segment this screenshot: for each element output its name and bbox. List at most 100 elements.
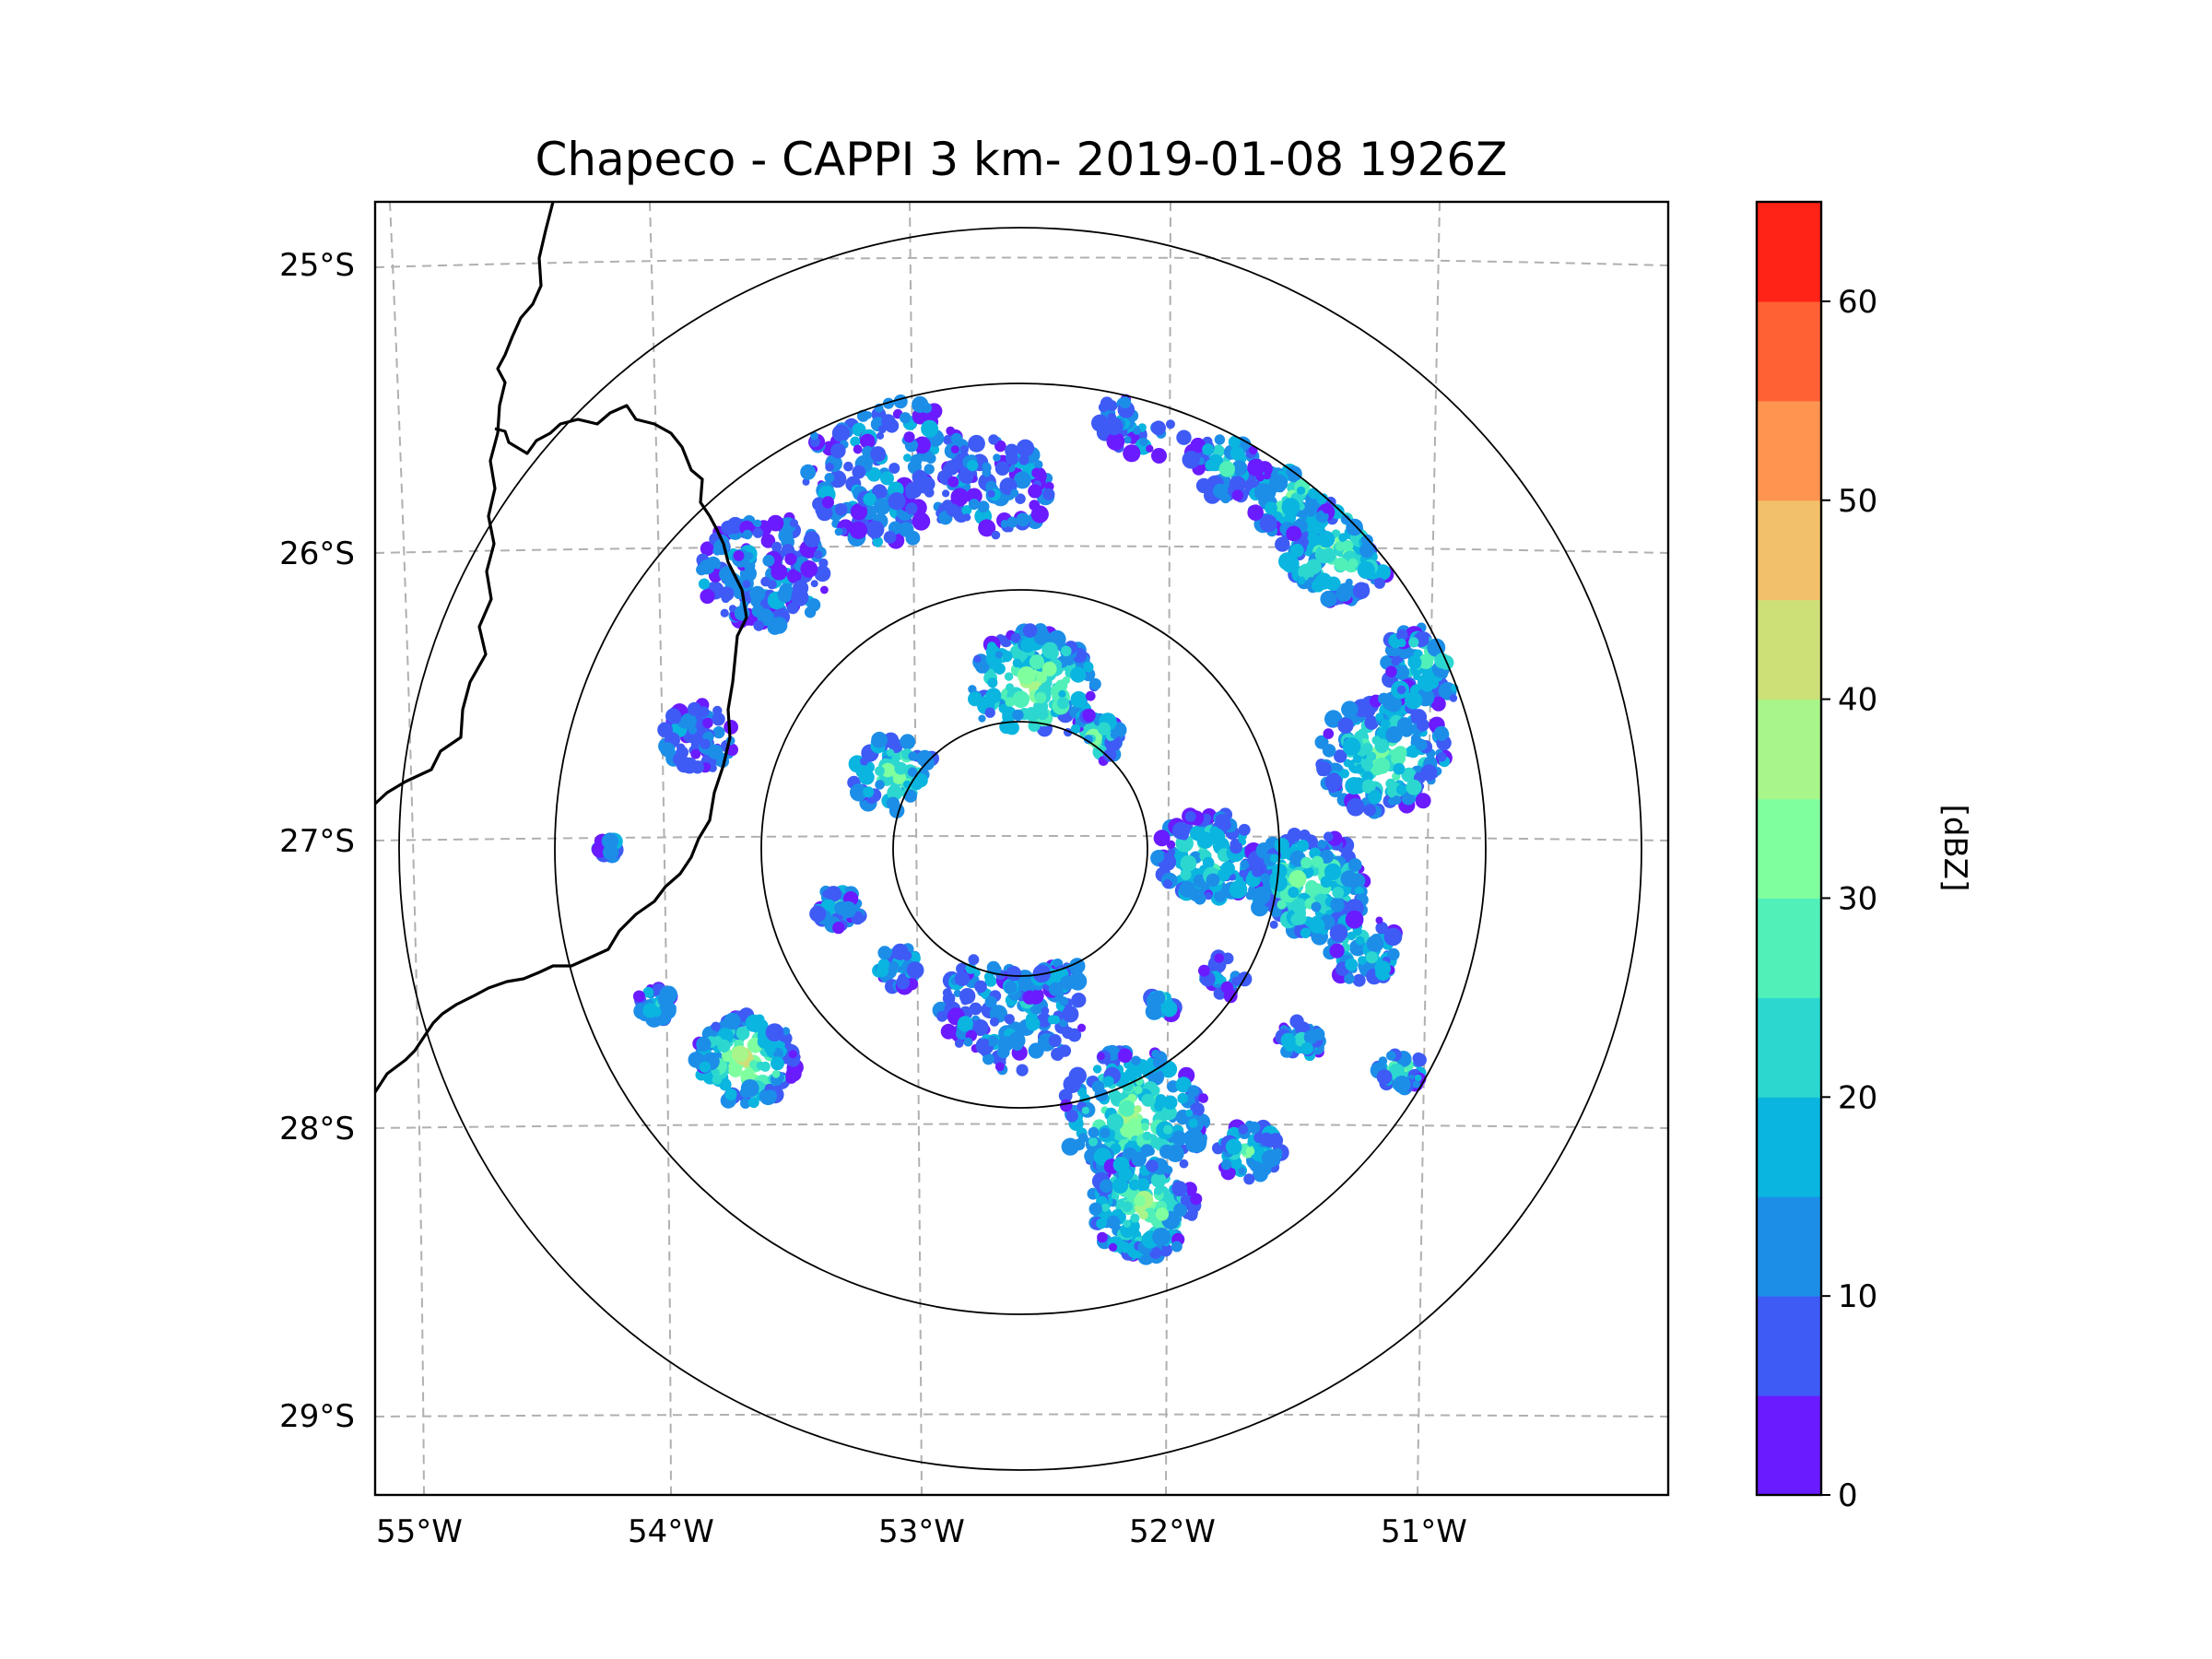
- echo-pixel: [1166, 419, 1175, 429]
- echo-pixel: [657, 992, 674, 1007]
- echo-pixel: [740, 1078, 759, 1098]
- echo-pixel: [1010, 632, 1021, 643]
- echo-pixel: [698, 578, 711, 590]
- echo-pixel: [1247, 504, 1264, 521]
- echo-pixel: [1171, 1130, 1187, 1147]
- echo-pixel: [1176, 429, 1192, 445]
- echo-pixel: [724, 1088, 737, 1100]
- echo-pixel: [901, 950, 912, 961]
- echo-pixel: [944, 460, 959, 476]
- echo-pixel: [1182, 451, 1201, 469]
- echo-pixel: [1395, 783, 1407, 795]
- echo-pixel: [1146, 1159, 1159, 1172]
- echo-pixel: [924, 477, 935, 488]
- echo-pixel: [880, 762, 895, 778]
- echo-pixel: [1414, 1074, 1422, 1082]
- echo-pixel: [1190, 437, 1206, 453]
- echo-pixel: [994, 440, 1006, 453]
- echo-pixel: [1151, 448, 1167, 464]
- echo-pixel: [1385, 778, 1396, 790]
- colorbar-tick-label: 10: [1838, 1278, 1877, 1315]
- echo-pixel: [899, 522, 914, 537]
- echo-pixel: [690, 760, 704, 774]
- echo-pixel: [1265, 501, 1277, 515]
- echo-pixel: [1146, 444, 1154, 453]
- echo-pixel: [1344, 973, 1355, 984]
- echo-pixel: [1300, 1041, 1313, 1055]
- echo-pixel: [732, 1045, 748, 1063]
- echo-pixel: [924, 464, 935, 475]
- echo-pixel: [978, 519, 996, 537]
- echo-pixel: [1106, 400, 1118, 412]
- echo-pixel: [1278, 552, 1297, 571]
- echo-pixel: [850, 436, 861, 447]
- echo-pixel: [1188, 1118, 1198, 1128]
- echo-pixel: [883, 732, 900, 748]
- echo-pixel: [1393, 1076, 1411, 1094]
- echo-pixel: [813, 550, 823, 559]
- parallel-25s: [375, 256, 1668, 268]
- echo-pixel: [1025, 707, 1040, 722]
- echo-pixel: [1317, 530, 1335, 548]
- lon-label: 54°W: [628, 1513, 714, 1550]
- echo-pixel: [989, 1017, 1000, 1027]
- echo-pixel: [987, 677, 998, 688]
- latitude-labels: 25°S 26°S 27°S 28°S 29°S: [279, 247, 355, 1435]
- echo-pixel: [660, 742, 676, 758]
- echo-pixel: [1267, 1133, 1284, 1148]
- echo-pixel: [1150, 1172, 1167, 1188]
- echo-pixel: [1405, 691, 1423, 710]
- echo-pixel: [1058, 689, 1066, 699]
- echo-pixel: [1013, 471, 1031, 489]
- echo-pixel: [1329, 924, 1348, 943]
- echo-pixel: [982, 1053, 994, 1065]
- echo-pixel: [684, 735, 692, 743]
- echo-pixel: [1330, 898, 1345, 912]
- echo-pixel: [756, 1061, 765, 1070]
- echo-pixel: [1175, 1077, 1192, 1093]
- echo-pixel: [872, 536, 883, 547]
- echo-pixel: [1116, 1199, 1124, 1208]
- echo-pixel: [855, 765, 869, 779]
- echo-pixel: [968, 954, 980, 966]
- border-misiones: [375, 404, 748, 1093]
- echo-pixel: [1041, 661, 1057, 677]
- colorbar-segment: [1757, 500, 1821, 601]
- echo-pixel: [1231, 976, 1241, 986]
- echo-pixel: [942, 489, 950, 498]
- echo-pixel: [1048, 982, 1063, 996]
- echo-pixel: [983, 971, 994, 982]
- echo-pixel: [1407, 655, 1422, 670]
- echo-pixel: [1300, 856, 1312, 869]
- echo-pixel: [784, 1041, 793, 1050]
- echo-pixel: [1437, 752, 1447, 762]
- echo-pixel: [1142, 1131, 1152, 1141]
- echo-pixel: [967, 459, 979, 472]
- echo-pixel: [1147, 1068, 1165, 1086]
- echo-pixel: [954, 1039, 964, 1048]
- echo-pixel: [1413, 1053, 1427, 1067]
- echo-pixel: [1139, 1210, 1148, 1220]
- echo-pixel: [1022, 623, 1038, 638]
- echo-pixel: [1269, 920, 1278, 929]
- echo-pixel: [1034, 691, 1047, 704]
- echo-pixel: [1288, 830, 1298, 840]
- echo-pixel: [834, 527, 843, 536]
- echo-pixel: [875, 780, 885, 790]
- echo-pixel: [1340, 870, 1358, 888]
- lon-label: 53°W: [878, 1513, 965, 1550]
- echo-pixel: [900, 734, 916, 750]
- lat-label: 28°S: [279, 1111, 355, 1147]
- echo-pixel: [1296, 840, 1310, 853]
- echo-pixel: [850, 783, 868, 802]
- echo-pixel: [1133, 427, 1141, 435]
- echo-pixel: [968, 685, 977, 694]
- echo-pixel: [1375, 922, 1388, 935]
- lat-label: 25°S: [279, 247, 355, 284]
- echo-pixel: [1051, 1015, 1061, 1025]
- echo-pixel: [712, 726, 725, 739]
- echo-pixel: [888, 960, 900, 971]
- echo-pixel: [1385, 665, 1397, 677]
- echo-pixel: [824, 473, 835, 483]
- colorbar-segment: [1757, 699, 1821, 800]
